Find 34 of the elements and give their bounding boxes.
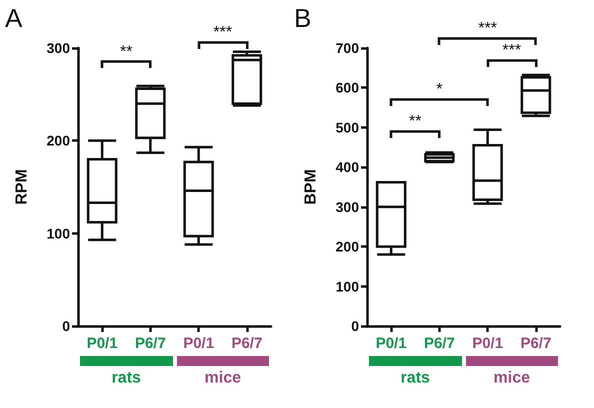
annotation: ** (409, 112, 422, 130)
x-tick-label: P6/7 (134, 335, 166, 352)
y-tick-label: 200 (336, 238, 360, 255)
x-tick-label: P0/1 (86, 335, 118, 352)
y-tick-label: 100 (46, 225, 70, 242)
y-tick-label: 0 (351, 318, 360, 334)
y-tick-label: 700 (336, 40, 360, 56)
x-tick-label: P0/1 (183, 335, 214, 352)
text: *** (213, 24, 232, 41)
chart-title: B (294, 3, 312, 33)
x-tick-label: P0/1 (472, 335, 504, 352)
y-axis-title: BPM (302, 169, 320, 205)
chart-title: A (5, 3, 23, 33)
y-tick-label: 500 (336, 119, 360, 136)
text: mice (494, 370, 530, 386)
y-tick-label: 600 (336, 80, 360, 96)
x-tick-label: P6/7 (424, 335, 455, 352)
text: *** (478, 20, 497, 37)
y-tick-label: 400 (336, 159, 360, 176)
annotation: * (436, 80, 442, 98)
text: rats (400, 370, 430, 386)
annotation: ** (120, 43, 132, 60)
text: mice (204, 370, 242, 386)
x-tick-label: P6/7 (520, 335, 552, 352)
y-tick-label: 100 (336, 278, 360, 294)
y-tick-label: 0 (62, 318, 70, 334)
x-tick-label: P0/1 (376, 335, 407, 352)
annotation: *** (502, 42, 522, 60)
y-tick-label: 300 (336, 198, 360, 215)
text: rats (112, 370, 142, 386)
y-tick-label: 300 (46, 40, 70, 56)
x-tick-label: P6/7 (231, 335, 262, 352)
y-axis-title: RPM (14, 169, 30, 205)
y-tick-label: 200 (46, 132, 70, 149)
